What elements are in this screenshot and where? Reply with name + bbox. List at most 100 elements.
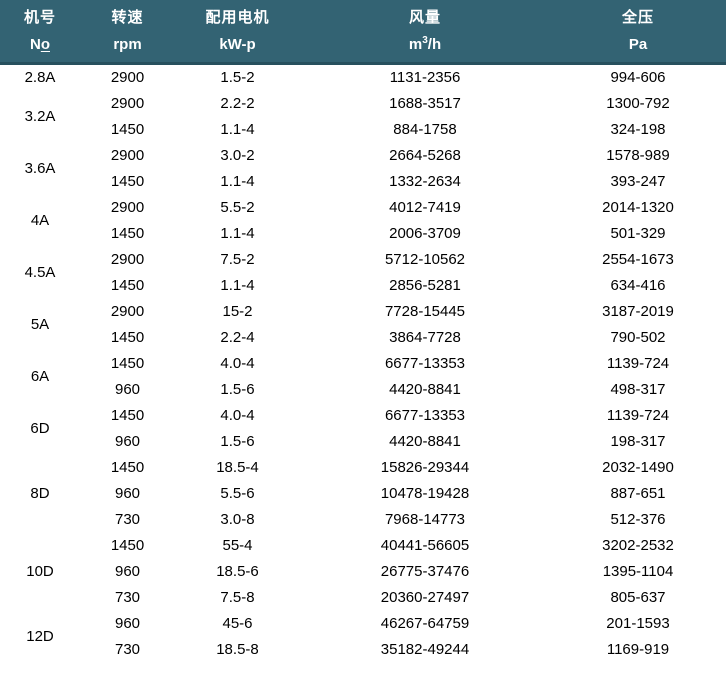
speed-cell: 2900 [80,194,175,221]
header-pressure-en: Pa [628,35,648,53]
motor-cell: 3.0-8 [175,506,300,533]
motor-cell: 18.5-8 [175,636,300,663]
speed-cell: 1450 [80,116,175,143]
airflow-cell: 884-1758 [300,116,550,143]
speed-cell: 730 [80,506,175,533]
model-cell: 4A [0,194,80,247]
motor-cell: 1.5-2 [175,63,300,91]
pressure-cell: 805-637 [550,584,726,611]
header-speed-zh: 转速 [111,9,144,26]
speed-cell: 1450 [80,532,175,559]
model-cell: 10D [0,532,80,611]
pressure-cell: 2014-1320 [550,194,726,221]
airflow-cell: 7728-15445 [300,298,550,325]
pressure-cell: 3187-2019 [550,298,726,325]
pressure-cell: 3202-2532 [550,532,726,559]
airflow-cell: 2856-5281 [300,272,550,299]
speed-cell: 730 [80,636,175,663]
speed-cell: 1450 [80,220,175,247]
airflow-cell: 1688-3517 [300,90,550,117]
speed-cell: 1450 [80,324,175,351]
airflow-cell: 5712-10562 [300,246,550,273]
airflow-cell: 1131-2356 [300,63,550,91]
table-row: 2.8A 2900 1.5-2 1131-2356 994-606 [0,63,726,91]
airflow-cell: 4420-8841 [300,376,550,403]
pressure-cell: 201-1593 [550,610,726,637]
speed-cell: 2900 [80,63,175,91]
motor-cell: 7.5-8 [175,584,300,611]
motor-cell: 45-6 [175,610,300,637]
pressure-cell: 1169-919 [550,636,726,663]
header-pressure-zh: 全压 [621,9,654,26]
pressure-cell: 2554-1673 [550,246,726,273]
motor-cell: 4.0-4 [175,350,300,377]
airflow-cell: 7968-14773 [300,506,550,533]
table-row: 10D 1450 55-4 40441-56605 3202-2532 [0,532,726,611]
pressure-cell: 512-376 [550,506,726,533]
airflow-cell: 2006-3709 [300,220,550,247]
header-airflow-zh: 风量 [408,9,441,26]
table-row: 1450 1.1-4 884-1758 324-198 [0,116,726,143]
pressure-cell: 1395-1104 [550,558,726,585]
airflow-cell: 46267-64759 [300,610,550,637]
airflow-cell: 26775-37476 [300,558,550,585]
motor-cell: 5.5-2 [175,194,300,221]
table-row: 730 3.0-8 7968-14773 512-376 [0,506,726,533]
speed-cell: 960 [80,428,175,455]
header-cell-model: 机号 No [0,0,80,65]
table-row: 960 5.5-6 10478-19428 887-651 [0,480,726,507]
table-row: 960 1.5-6 4420-8841 198-317 [0,428,726,455]
speed-cell: 960 [80,610,175,637]
motor-cell: 1.5-6 [175,376,300,403]
airflow-cell: 6677-13353 [300,402,550,429]
pressure-cell: 501-329 [550,220,726,247]
header-motor-en: kW-p [219,35,256,53]
speed-cell: 960 [80,558,175,585]
airflow-cell: 40441-56605 [300,532,550,559]
model-cell: 2.8A [0,63,80,91]
motor-cell: 5.5-6 [175,480,300,507]
model-cell: 3.6A [0,142,80,195]
airflow-cell: 2664-5268 [300,142,550,169]
model-cell: 3.2A [0,90,80,143]
table-row: 8D 1450 18.5-4 15826-29344 2032-1490 [0,454,726,533]
pressure-cell: 393-247 [550,168,726,195]
table-row: 1450 1.1-4 2856-5281 634-416 [0,272,726,299]
table-row: 4.5A 2900 7.5-2 5712-10562 2554-1673 [0,246,726,299]
motor-cell: 1.1-4 [175,168,300,195]
airflow-cell: 15826-29344 [300,454,550,481]
model-cell: 6A [0,350,80,403]
pressure-cell: 634-416 [550,272,726,299]
table-row: 730 7.5-8 20360-27497 805-637 [0,584,726,611]
model-cell: 5A [0,298,80,351]
motor-cell: 18.5-4 [175,454,300,481]
model-cell: 6D [0,402,80,455]
speed-cell: 2900 [80,142,175,169]
model-cell: 4.5A [0,246,80,299]
airflow-cell: 6677-13353 [300,350,550,377]
speed-cell: 1450 [80,454,175,481]
pressure-cell: 198-317 [550,428,726,455]
table-row: 1450 2.2-4 3864-7728 790-502 [0,324,726,351]
motor-cell: 1.1-4 [175,116,300,143]
speed-cell: 2900 [80,298,175,325]
table-row: 3.6A 2900 3.0-2 2664-5268 1578-989 [0,142,726,195]
table-row: 12D 960 45-6 46267-64759 201-1593 [0,610,726,663]
table-header: 机号 No 转速 rpm 配用电机 kW-p [0,0,726,65]
table-row: 4A 2900 5.5-2 4012-7419 2014-1320 [0,194,726,247]
motor-cell: 3.0-2 [175,142,300,169]
header-cell-motor: 配用电机 kW-p [175,0,300,65]
table-row: 1450 1.1-4 1332-2634 393-247 [0,168,726,195]
speed-cell: 1450 [80,350,175,377]
pressure-cell: 2032-1490 [550,454,726,481]
pressure-cell: 1578-989 [550,142,726,169]
pressure-cell: 324-198 [550,116,726,143]
airflow-cell: 3864-7728 [300,324,550,351]
airflow-cell: 4420-8841 [300,428,550,455]
table-row: 960 1.5-6 4420-8841 498-317 [0,376,726,403]
header-cell-airflow: 风量 m3/h [300,0,550,65]
model-cell: 12D [0,610,80,663]
motor-cell: 2.2-4 [175,324,300,351]
motor-cell: 2.2-2 [175,90,300,117]
